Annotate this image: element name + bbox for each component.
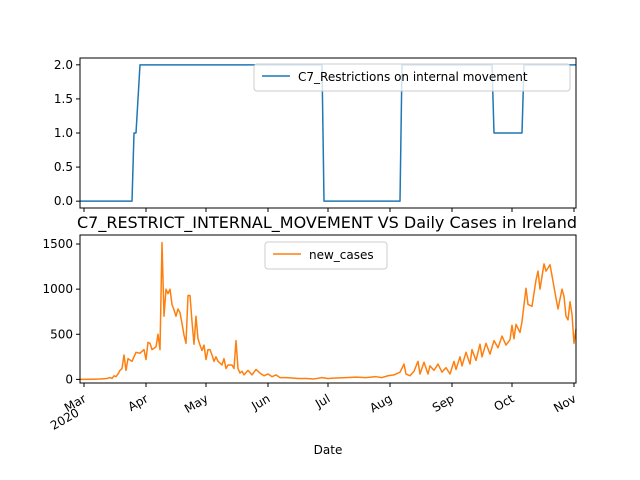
- top-x-axis-ticks: [83, 208, 575, 212]
- top-legend: C7_Restrictions on internal movement: [253, 63, 571, 92]
- bottom-legend: new_cases: [264, 241, 388, 270]
- bottom-y-tick-label: 0: [65, 372, 73, 386]
- top-y-axis: 0.0 0.5 1.0 1.5 2.0: [54, 58, 80, 208]
- top-y-tick-label: 1.5: [54, 92, 73, 106]
- bottom-x-axis-label: Date: [314, 443, 343, 457]
- bottom-series-line-0: [79, 241, 577, 381]
- top-y-tick-label: 1.0: [54, 126, 73, 140]
- bottom-legend-box: [264, 241, 388, 270]
- top-legend-box: [253, 63, 571, 92]
- bottom-y-tick-label: 1000: [42, 282, 73, 296]
- bottom-y-tick-label: 1500: [42, 237, 73, 251]
- bottom-y-axis: 0 500 1000 1500: [42, 237, 80, 386]
- bottom-axes-frame: [79, 234, 577, 384]
- top-y-tick-label: 2.0: [54, 58, 73, 72]
- bottom-x-tick-label: Jul: [312, 391, 332, 411]
- top-series-line-0: [80, 64, 576, 202]
- bottom-chart-title: C7_RESTRICT_INTERNAL_MOVEMENT VS Daily C…: [77, 213, 577, 233]
- top-y-tick-label: 0.0: [54, 194, 73, 208]
- bottom-legend-label: new_cases: [309, 248, 374, 262]
- bottom-y-tick-label: 500: [50, 327, 73, 341]
- bottom-series-layer: [79, 241, 577, 381]
- top-axes-frame: [79, 57, 577, 209]
- top-series-layer: [80, 64, 576, 202]
- top-subplot: 0.0 0.5 1.0 1.5 2.0 C7_Restrictions on inter…: [54, 57, 577, 212]
- top-y-tick-label: 0.5: [54, 160, 73, 174]
- top-legend-label: C7_Restrictions on internal movement: [298, 70, 528, 84]
